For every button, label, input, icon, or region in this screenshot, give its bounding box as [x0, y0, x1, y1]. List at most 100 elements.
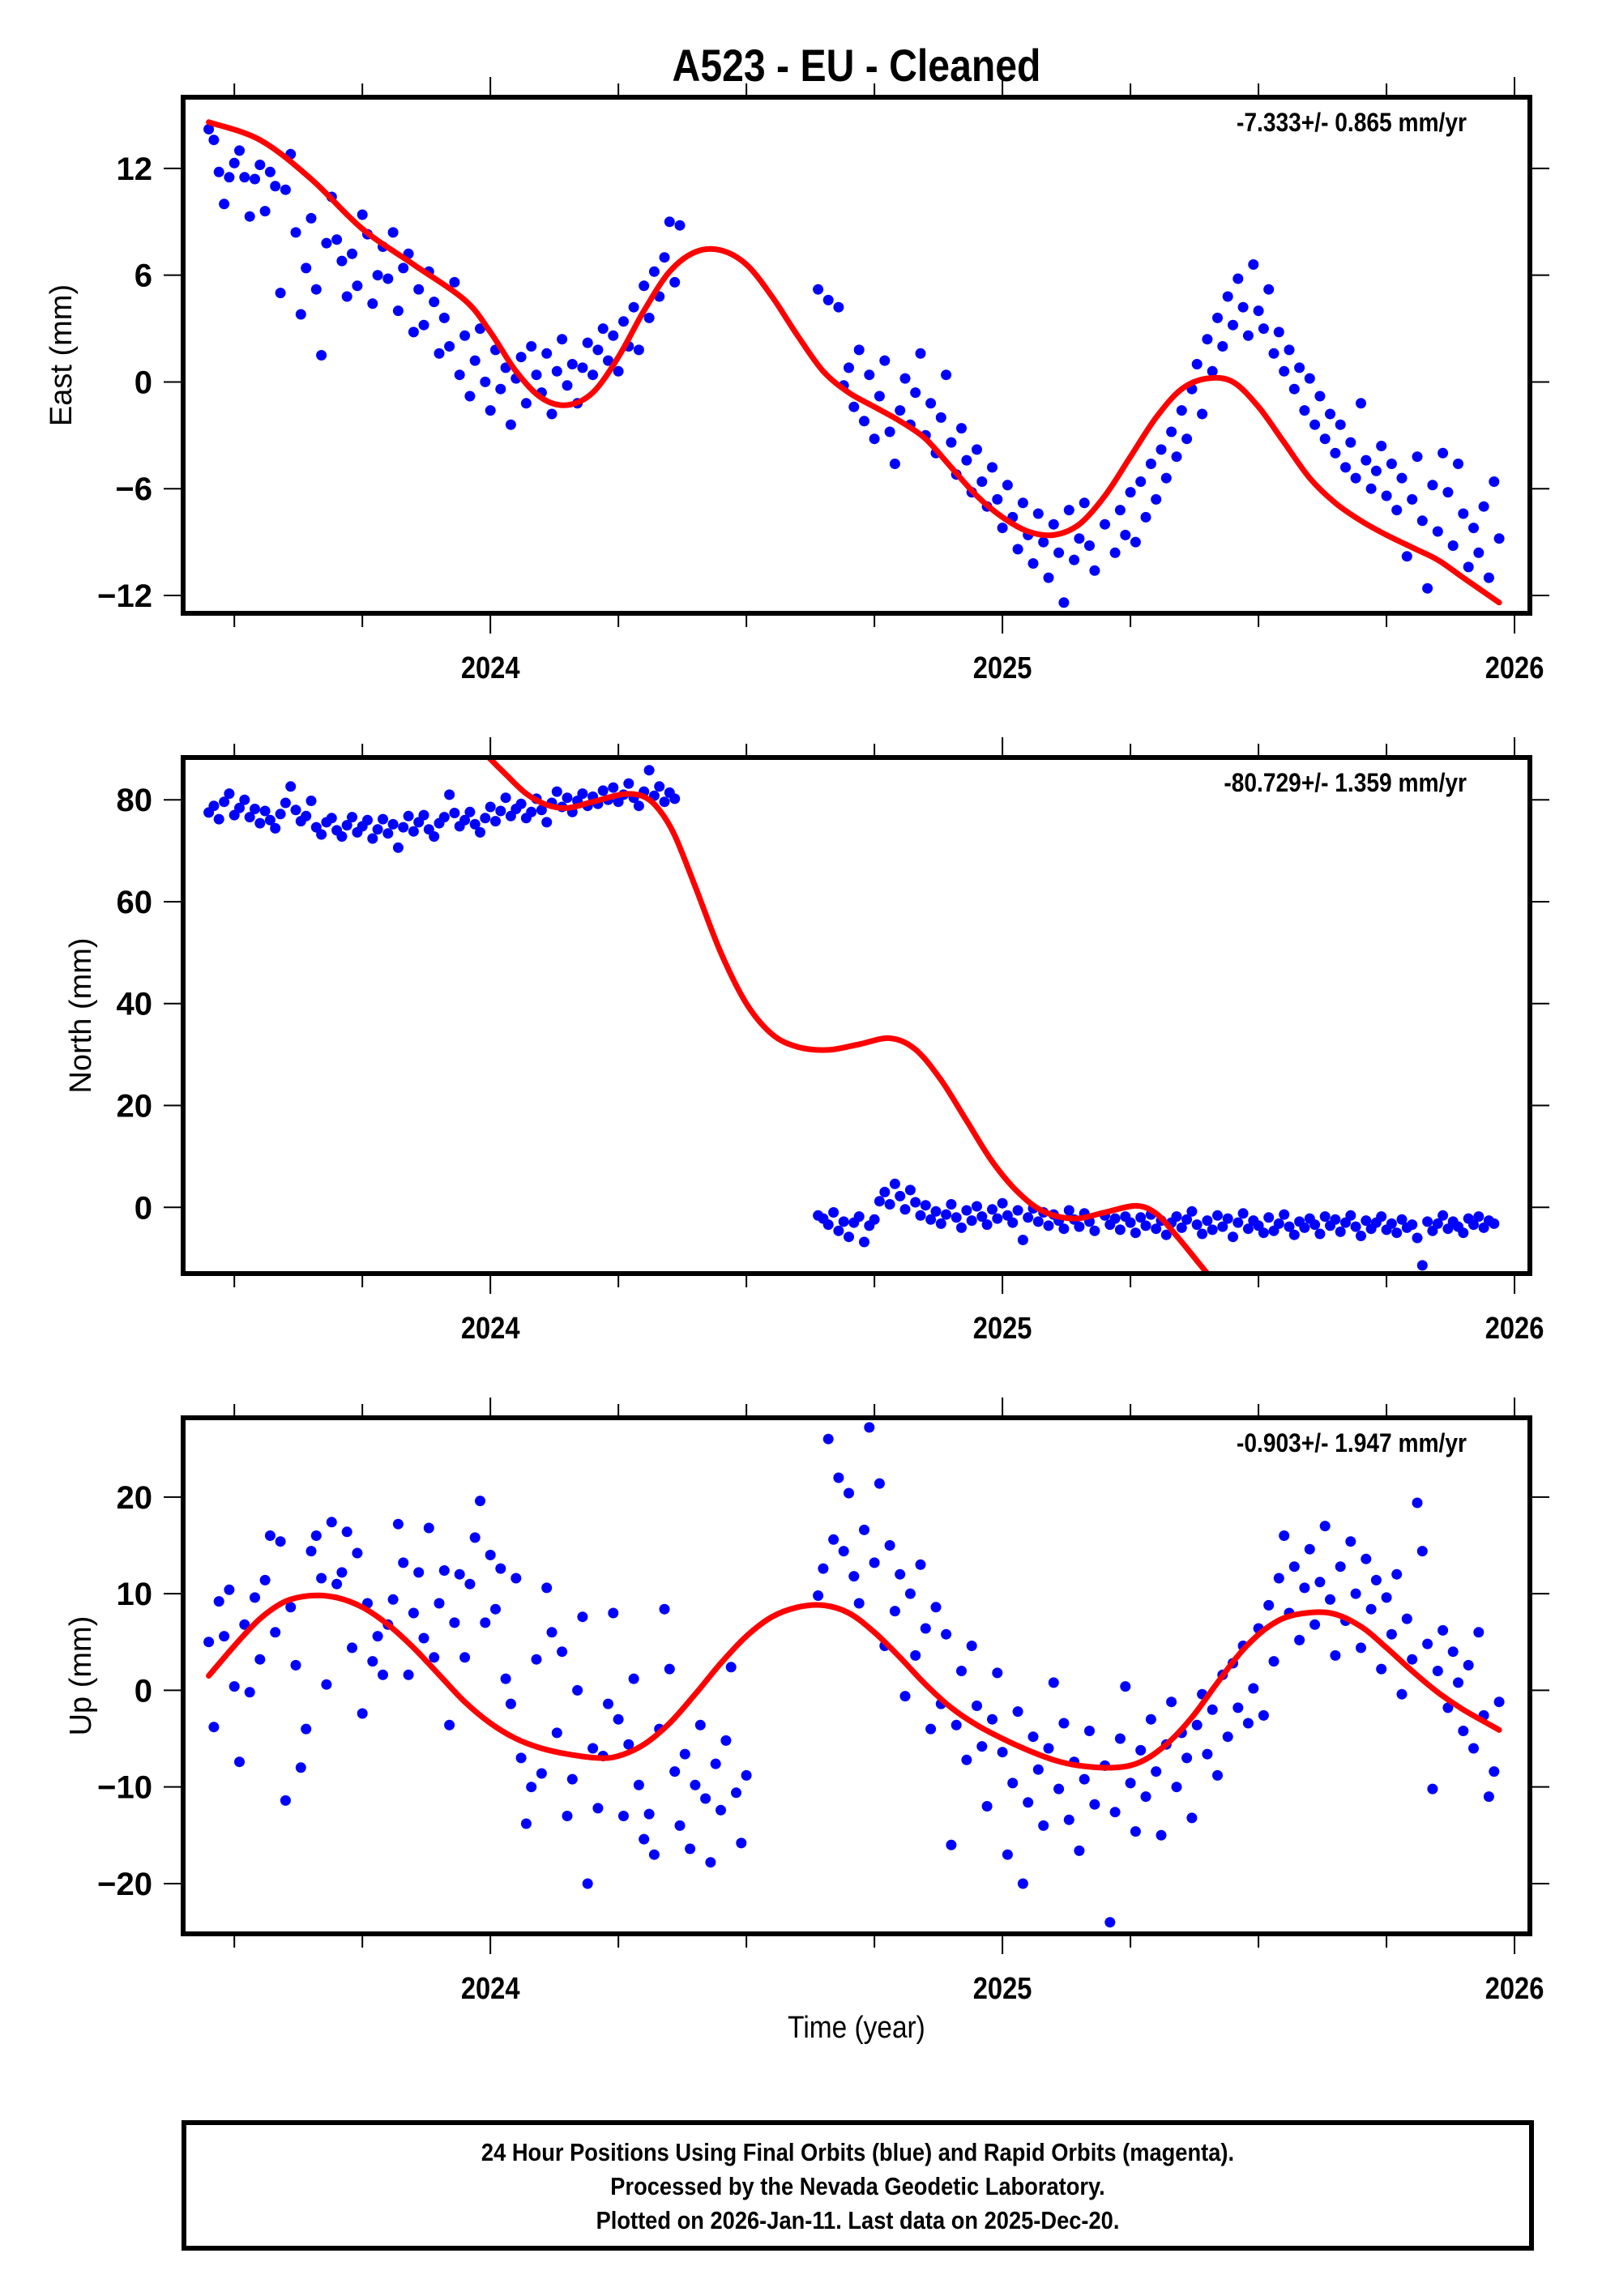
data-point	[956, 1666, 967, 1676]
data-point	[1427, 1783, 1438, 1795]
data-point	[987, 1204, 998, 1215]
panel-east: 2024 2025 2026 12 6 0 −6 −12 East (mm) -7.333+/- …	[45, 77, 1549, 685]
data-point	[454, 1568, 465, 1580]
data-point	[285, 781, 297, 792]
plot-area-north	[203, 758, 1500, 1274]
data-point	[203, 124, 215, 134]
data-point	[884, 1199, 895, 1210]
y-tick-label: 6	[135, 258, 152, 294]
data-point	[1130, 536, 1141, 548]
data-point	[1438, 447, 1449, 459]
data-point	[972, 444, 982, 455]
data-point	[1458, 1726, 1469, 1736]
data-point	[1294, 362, 1305, 373]
y-tick-label: 20	[117, 1480, 153, 1516]
data-point	[1299, 1582, 1310, 1594]
data-point	[1222, 1213, 1233, 1224]
data-point	[418, 1632, 429, 1644]
data-point	[1242, 1223, 1254, 1235]
data-point	[992, 1213, 1003, 1224]
data-point	[244, 1687, 255, 1698]
data-point	[254, 1654, 266, 1665]
data-point	[219, 198, 230, 210]
data-point	[541, 817, 553, 828]
data-point	[1438, 1210, 1449, 1221]
data-point	[387, 1594, 399, 1605]
data-point	[587, 1743, 599, 1754]
data-point	[1038, 536, 1049, 548]
data-point	[1207, 1224, 1218, 1235]
data-point	[716, 1804, 726, 1816]
data-point	[822, 1433, 834, 1445]
data-point	[1253, 305, 1264, 317]
data-point	[208, 800, 220, 812]
data-point	[250, 804, 260, 814]
data-point	[1207, 1704, 1218, 1715]
data-point	[398, 262, 409, 274]
fit-curve	[206, 119, 1502, 606]
data-point	[290, 227, 301, 238]
data-point	[1268, 348, 1279, 359]
data-point	[899, 373, 911, 384]
panel-north: 2024 2025 2026 80 60 40 20 0 North (mm) -80.729+/…	[64, 737, 1549, 1346]
data-point	[1023, 1797, 1034, 1808]
data-point	[987, 1713, 998, 1725]
data-point	[1237, 301, 1249, 313]
data-point	[987, 462, 998, 473]
data-point	[1166, 1696, 1177, 1708]
data-point	[720, 1735, 732, 1746]
data-point	[1412, 1232, 1423, 1244]
data-point	[1248, 1683, 1259, 1694]
data-point	[1114, 1224, 1126, 1235]
data-point	[910, 1197, 921, 1208]
data-point	[1197, 1228, 1208, 1240]
data-point	[310, 1530, 322, 1541]
data-point	[526, 806, 537, 817]
data-point	[1294, 1634, 1305, 1645]
data-point	[1335, 419, 1346, 430]
data-point	[1038, 1820, 1049, 1831]
data-point	[1032, 1764, 1044, 1775]
data-point	[275, 1536, 286, 1547]
data-point	[469, 355, 481, 366]
data-point	[1483, 572, 1494, 583]
data-point	[1350, 472, 1361, 484]
data-point	[1074, 1221, 1085, 1232]
data-point	[654, 781, 665, 792]
x-tick-label: 2026	[1485, 651, 1544, 685]
data-point	[1396, 472, 1408, 484]
data-point	[1432, 1218, 1443, 1229]
data-point	[813, 284, 824, 295]
data-point	[981, 1801, 993, 1812]
data-point	[444, 1719, 455, 1731]
data-point	[1017, 1235, 1028, 1245]
data-point	[275, 809, 286, 820]
data-point	[1217, 341, 1228, 352]
data-point	[480, 813, 491, 824]
data-point	[925, 1214, 937, 1225]
data-point	[495, 1563, 506, 1574]
data-point	[1416, 1260, 1428, 1271]
data-point	[1309, 1619, 1321, 1630]
footer-line-processed: Processed by the Nevada Geodetic Laborat…	[610, 2172, 1105, 2200]
data-point	[1489, 476, 1500, 487]
y-tick-label: 0	[135, 365, 152, 400]
data-point	[1012, 1706, 1023, 1718]
data-point	[1273, 1573, 1284, 1584]
data-point	[1314, 390, 1326, 402]
data-point	[280, 797, 291, 809]
data-point	[485, 405, 496, 416]
data-point	[1212, 1769, 1223, 1781]
data-point	[874, 390, 885, 402]
data-point	[264, 1530, 276, 1541]
data-point	[1365, 483, 1377, 494]
plot-frame	[181, 1415, 1532, 1936]
data-point	[1279, 365, 1290, 377]
data-point	[372, 824, 383, 835]
data-point	[1288, 383, 1300, 395]
data-point	[341, 820, 352, 831]
data-point	[597, 323, 609, 335]
y-axis-label: Up (mm)	[64, 1616, 98, 1736]
data-point	[475, 1496, 485, 1507]
x-tick-label: 2025	[973, 1971, 1032, 2006]
